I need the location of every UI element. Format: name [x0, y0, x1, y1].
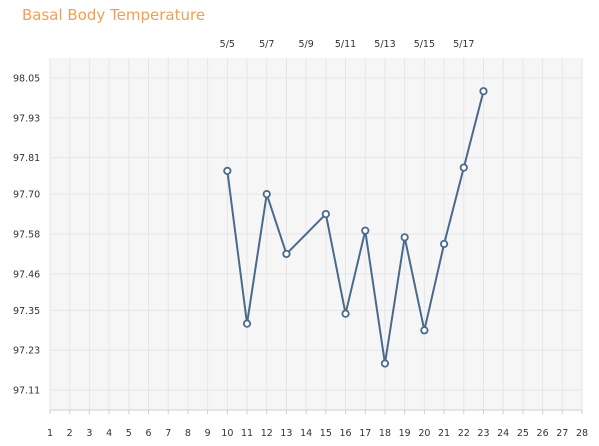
x-tick-label: 19: [399, 428, 411, 439]
y-tick-label: 97.81: [13, 153, 40, 164]
data-point: [479, 87, 488, 96]
x-tick-label: 17: [359, 428, 371, 439]
y-axis-ticks: 97.11 97.23 97.35 97.46 97.58 97.70 97.81 97.93…: [13, 73, 40, 396]
y-tick-label: 97.58: [13, 230, 40, 241]
data-point: [380, 359, 390, 368]
x-tick-label: 20: [418, 428, 430, 439]
x-tick-label: 11: [241, 428, 253, 439]
y-tick-label: 98.05: [13, 73, 40, 84]
data-point: [420, 326, 429, 335]
data-point: [262, 190, 271, 199]
x-tick-label: 21: [438, 428, 450, 439]
x-tick-label: 9: [205, 428, 211, 439]
data-point: [282, 249, 291, 259]
date-label: 5/17: [453, 39, 474, 50]
x-tick-label: 23: [477, 428, 489, 439]
data-point: [242, 319, 252, 328]
data-point: [223, 166, 232, 176]
x-tick-label: 8: [185, 428, 191, 439]
y-tick-label: 97.46: [13, 269, 40, 280]
x-tick-label: 3: [86, 428, 92, 439]
y-tick-label: 97.70: [13, 190, 40, 201]
data-point: [459, 163, 468, 172]
y-tick-label: 97.35: [13, 306, 40, 317]
chart-title: Basal Body Temperature: [22, 6, 206, 24]
y-tick-label: 97.93: [13, 113, 40, 124]
x-tick-label: 28: [576, 428, 588, 439]
grid-lines: [49, 58, 583, 411]
date-label: 5/9: [298, 39, 313, 50]
x-tick-label: 1: [47, 428, 53, 439]
x-tick-label: 18: [379, 428, 391, 439]
x-tick-label: 6: [145, 428, 151, 439]
x-tick-label: 16: [340, 428, 352, 439]
data-point: [439, 239, 449, 249]
data-point: [400, 233, 409, 242]
x-tick-label: 22: [458, 428, 470, 439]
temperature-series: [223, 87, 488, 368]
y-tick-label: 97.23: [13, 346, 40, 357]
x-tick-label: 27: [556, 428, 568, 439]
data-point: [321, 209, 330, 219]
y-tick-label: 97.11: [13, 386, 40, 397]
x-tick-label: 25: [517, 428, 529, 439]
date-label: 5/5: [220, 39, 235, 50]
x-tick-label: 5: [126, 428, 132, 439]
date-label: 5/7: [259, 39, 274, 50]
x-tick-label: 15: [320, 428, 332, 439]
x-tick-label: 7: [165, 428, 171, 439]
date-label: 5/13: [374, 39, 395, 50]
x-tick-label: 4: [106, 428, 112, 439]
x-tick-label: 14: [300, 428, 312, 439]
date-labels: 5/5 5/7 5/9 5/11 5/13 5/15 5/17: [220, 39, 475, 50]
x-tick-label: 13: [280, 428, 292, 439]
date-label: 5/11: [335, 39, 356, 50]
x-axis-ticks: 1 2 3 4 5 6 7 8 9 10 11 12 13 14 15 16 17 18 19 20 21 22 23 24 2…: [47, 410, 588, 439]
x-tick-label: 24: [497, 428, 509, 439]
x-tick-label: 2: [67, 428, 73, 439]
x-tick-label: 26: [537, 428, 549, 439]
x-tick-label: 10: [221, 428, 233, 439]
data-point: [361, 226, 370, 235]
date-label: 5/15: [414, 39, 435, 50]
x-tick-label: 12: [261, 428, 273, 439]
data-point: [341, 309, 350, 318]
